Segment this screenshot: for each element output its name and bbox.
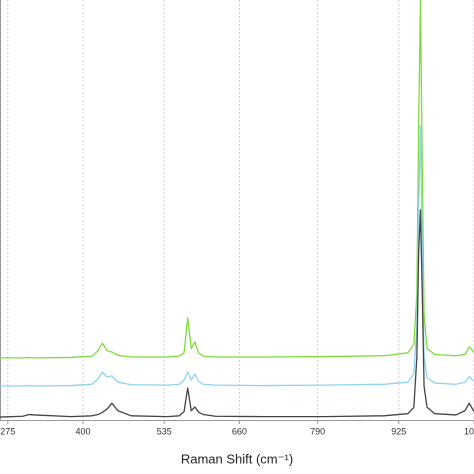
- x-tick-label: 275: [0, 426, 15, 436]
- spectrum-line: [0, 0, 474, 359]
- spectrum-line: [0, 125, 474, 387]
- x-tick-label: 535: [157, 426, 172, 436]
- x-tick-label: 790: [310, 426, 325, 436]
- x-tick-label: 1050: [464, 426, 474, 436]
- x-tick-label: 925: [391, 426, 406, 436]
- x-axis-title: Raman Shift (cm⁻¹): [181, 451, 293, 466]
- x-tick-label: 660: [232, 426, 247, 436]
- x-tick-label: 400: [75, 426, 90, 436]
- spectrum-line: [0, 209, 474, 418]
